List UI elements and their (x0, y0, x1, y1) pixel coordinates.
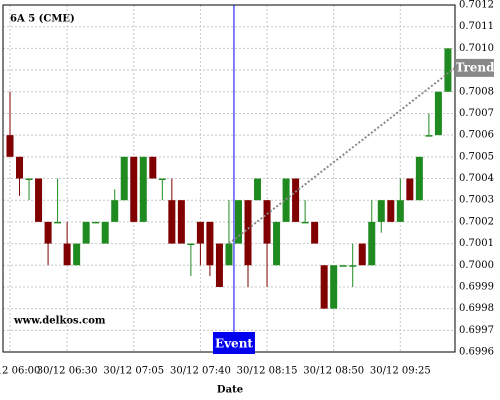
candle-body (177, 200, 185, 244)
x-tick-label: 30/12 07:40 (170, 366, 231, 377)
y-tick-label: 0.6997 (459, 325, 494, 336)
y-tick-label: 0.7007 (459, 108, 494, 119)
event-box (212, 332, 255, 354)
x-tick-label: 30/12 09:25 (370, 366, 431, 377)
candle-body (101, 221, 109, 244)
candle-body (444, 48, 452, 92)
candle-body (187, 243, 195, 246)
candle-body (6, 135, 14, 157)
x-axis-label: Date (217, 385, 243, 396)
candle-body (196, 221, 204, 244)
candle-body (35, 178, 43, 222)
candle-body (387, 200, 395, 222)
candle-body (215, 243, 223, 287)
candle-body (434, 91, 442, 136)
candle-body (358, 243, 366, 266)
candle-body (415, 156, 423, 201)
candle-body (120, 156, 128, 201)
x-tick-label: 30/12 08:50 (303, 366, 364, 377)
y-tick-label: 0.7003 (459, 195, 494, 206)
candle-body (149, 156, 157, 179)
candle-body (330, 265, 338, 309)
candle-body (396, 200, 404, 222)
candle-body (63, 243, 71, 266)
candle-body (254, 178, 262, 201)
x-tick-label: 30/12 06:00 (0, 366, 40, 377)
candle-body (301, 221, 309, 224)
candle-body (406, 178, 414, 201)
y-tick-label: 0.6996 (459, 347, 494, 358)
x-tick-label: 30/12 06:30 (37, 366, 98, 377)
candle-body (16, 156, 24, 179)
candle-body (282, 178, 290, 222)
candle-body (292, 178, 300, 222)
candle-body (425, 135, 433, 137)
candle-body (139, 156, 147, 222)
y-tick-label: 0.7011 (459, 21, 494, 32)
candle-body (311, 221, 319, 244)
trend-line (228, 67, 456, 245)
candle-body (225, 243, 233, 266)
y-tick-label: 0.7010 (459, 43, 494, 54)
watermark: www.delkos.com (13, 316, 106, 327)
candle-body (168, 200, 176, 244)
x-tick-label: 30/12 08:15 (237, 366, 298, 377)
candle-body (54, 221, 62, 224)
y-tick-label: 0.7008 (459, 86, 494, 97)
x-tick-label: 30/12 07:05 (103, 366, 164, 377)
candle-body (25, 178, 33, 180)
candle-body (273, 221, 281, 266)
chart-title: 6A 5 (CME) (10, 14, 75, 25)
y-tick-label: 0.7006 (459, 130, 494, 141)
y-tick-label: 0.6999 (459, 281, 494, 292)
candle-body (263, 200, 271, 244)
candle-body (349, 265, 357, 267)
trend-box (456, 58, 494, 77)
y-tick-label: 0.7000 (459, 260, 494, 271)
y-tick-label: 0.7004 (459, 173, 494, 184)
y-tick-label: 0.7005 (459, 151, 494, 162)
candle-body (339, 265, 347, 267)
candle-body (111, 200, 119, 222)
candle-body (377, 200, 385, 222)
candle-body (92, 221, 100, 224)
y-tick-label: 0.7001 (459, 238, 494, 249)
candle-body (244, 200, 252, 266)
candle-body (82, 221, 90, 244)
candle-body (158, 178, 166, 180)
candle-body (320, 265, 328, 309)
candle-body (44, 221, 52, 244)
y-tick-label: 0.7002 (459, 216, 494, 227)
candle-body (368, 221, 376, 266)
y-tick-label: 0.7012 (459, 0, 494, 11)
event-label: Event (215, 337, 253, 351)
candle-body (73, 243, 81, 266)
candle-body (130, 156, 138, 222)
candle-body (234, 200, 242, 244)
y-tick-label: 0.6998 (459, 303, 494, 314)
candle-body (206, 221, 214, 266)
trend-label: Trend (455, 60, 495, 74)
